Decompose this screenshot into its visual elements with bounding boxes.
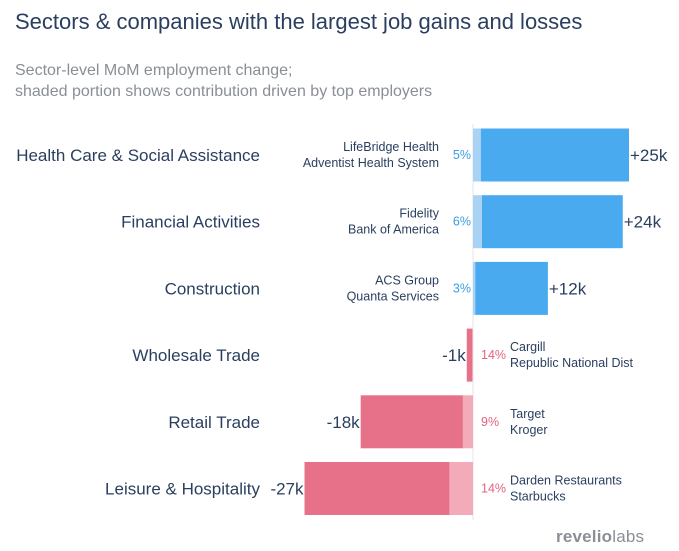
category-label: Retail Trade <box>168 413 260 432</box>
bar-shaded-top-employers <box>473 261 476 315</box>
top-employer-2: Kroger <box>510 423 548 437</box>
share-label: 5% <box>453 148 471 162</box>
top-employer-2: Quanta Services <box>347 289 439 303</box>
share-label: 14% <box>481 482 506 496</box>
category-label: Health Care & Social Assistance <box>16 146 260 165</box>
chart-title: Sectors & companies with the largest job… <box>15 9 583 34</box>
bar <box>304 462 450 515</box>
value-label: -18k <box>327 413 361 432</box>
subtitle-line-2: shaded portion shows contribution driven… <box>15 83 433 100</box>
category-label: Wholesale Trade <box>132 346 260 365</box>
top-employer-1: ACS Group <box>375 273 439 287</box>
top-employer-1: Darden Restaurants <box>510 474 622 488</box>
logo-revelio: revelio <box>556 527 613 546</box>
top-employer-1: LifeBridge Health <box>343 140 439 154</box>
top-employer-2: Adventist Health System <box>303 156 439 170</box>
share-label: 14% <box>481 348 506 362</box>
bar <box>475 261 548 315</box>
bar <box>480 128 629 182</box>
bar-shaded-top-employers <box>462 395 473 449</box>
category-label: Leisure & Hospitality <box>105 480 260 499</box>
bar-shaded-top-employers <box>473 195 482 249</box>
logo-labs: labs <box>612 527 645 546</box>
value-label: -1k <box>442 346 466 365</box>
category-label: Construction <box>165 279 260 298</box>
share-label: 9% <box>481 415 499 429</box>
share-label: 6% <box>453 215 471 229</box>
share-label: 3% <box>453 281 471 295</box>
bar <box>466 328 473 382</box>
bar-shaded-top-employers <box>472 328 473 382</box>
top-employer-2: Bank of America <box>348 223 439 237</box>
value-label: -27k <box>270 480 304 499</box>
top-employer-2: Starbucks <box>510 490 566 504</box>
value-label: +24k <box>624 213 662 232</box>
chart-subtitle: Sector-level MoM employment change; shad… <box>15 60 432 102</box>
top-employer-2: Republic National Dist <box>510 356 634 370</box>
bar-shaded-top-employers <box>473 128 481 182</box>
top-employer-1: Cargill <box>510 340 545 354</box>
top-employer-1: Fidelity <box>399 207 439 221</box>
top-employer-1: Target <box>510 407 545 421</box>
value-label: +12k <box>549 279 587 298</box>
subtitle-line-1: Sector-level MoM employment change; <box>15 62 293 79</box>
bar-shaded-top-employers <box>449 462 473 515</box>
bar <box>481 195 623 249</box>
category-label: Financial Activities <box>121 213 260 232</box>
value-label: +25k <box>630 146 668 165</box>
revelio-labs-logo: reveliolabs <box>556 527 644 547</box>
bar <box>360 395 463 449</box>
